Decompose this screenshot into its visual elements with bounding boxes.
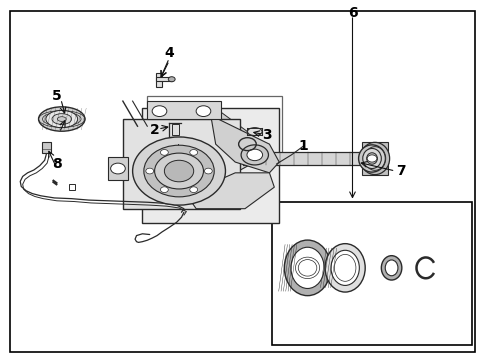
Circle shape bbox=[144, 145, 214, 197]
Ellipse shape bbox=[385, 260, 398, 276]
Circle shape bbox=[241, 145, 269, 165]
Bar bbox=[156, 77, 172, 81]
Circle shape bbox=[155, 153, 203, 189]
Ellipse shape bbox=[363, 148, 381, 168]
Ellipse shape bbox=[284, 240, 331, 296]
Ellipse shape bbox=[247, 128, 262, 135]
Text: 6: 6 bbox=[348, 6, 357, 20]
Circle shape bbox=[160, 149, 168, 155]
Ellipse shape bbox=[291, 247, 324, 288]
Text: 3: 3 bbox=[262, 128, 272, 142]
Bar bbox=[172, 125, 179, 135]
Bar bbox=[69, 184, 75, 190]
Ellipse shape bbox=[365, 147, 385, 170]
Text: 8: 8 bbox=[52, 157, 62, 171]
Polygon shape bbox=[176, 108, 265, 158]
Text: 2: 2 bbox=[150, 123, 159, 137]
Circle shape bbox=[146, 168, 154, 174]
Bar bbox=[108, 157, 128, 180]
Circle shape bbox=[168, 77, 175, 82]
Ellipse shape bbox=[46, 111, 77, 128]
Text: 7: 7 bbox=[396, 164, 406, 178]
Ellipse shape bbox=[39, 107, 85, 131]
Text: 1: 1 bbox=[299, 139, 309, 153]
Bar bbox=[123, 119, 240, 209]
Ellipse shape bbox=[359, 145, 386, 172]
Bar bbox=[362, 142, 388, 175]
Ellipse shape bbox=[325, 244, 365, 292]
Circle shape bbox=[204, 168, 212, 174]
Circle shape bbox=[111, 163, 125, 174]
Circle shape bbox=[152, 106, 167, 117]
Bar bbox=[272, 202, 472, 345]
Polygon shape bbox=[176, 116, 255, 173]
Circle shape bbox=[133, 137, 225, 205]
Polygon shape bbox=[186, 173, 274, 209]
Bar bbox=[156, 73, 162, 87]
Circle shape bbox=[190, 149, 197, 155]
Text: 5: 5 bbox=[52, 89, 62, 103]
Ellipse shape bbox=[381, 256, 402, 280]
Circle shape bbox=[160, 187, 168, 193]
Bar bbox=[147, 101, 220, 119]
Bar bbox=[143, 108, 279, 223]
Ellipse shape bbox=[367, 153, 377, 164]
Bar bbox=[42, 141, 51, 153]
Text: 4: 4 bbox=[164, 46, 174, 60]
Ellipse shape bbox=[57, 117, 66, 121]
Bar bbox=[243, 152, 360, 165]
Ellipse shape bbox=[52, 114, 72, 125]
Ellipse shape bbox=[173, 144, 182, 148]
Polygon shape bbox=[211, 116, 279, 173]
Bar bbox=[147, 96, 282, 160]
Circle shape bbox=[367, 155, 377, 162]
Ellipse shape bbox=[331, 250, 359, 285]
Ellipse shape bbox=[360, 142, 390, 175]
Circle shape bbox=[247, 149, 263, 161]
Circle shape bbox=[164, 160, 194, 182]
Circle shape bbox=[196, 106, 211, 117]
Circle shape bbox=[190, 187, 197, 193]
